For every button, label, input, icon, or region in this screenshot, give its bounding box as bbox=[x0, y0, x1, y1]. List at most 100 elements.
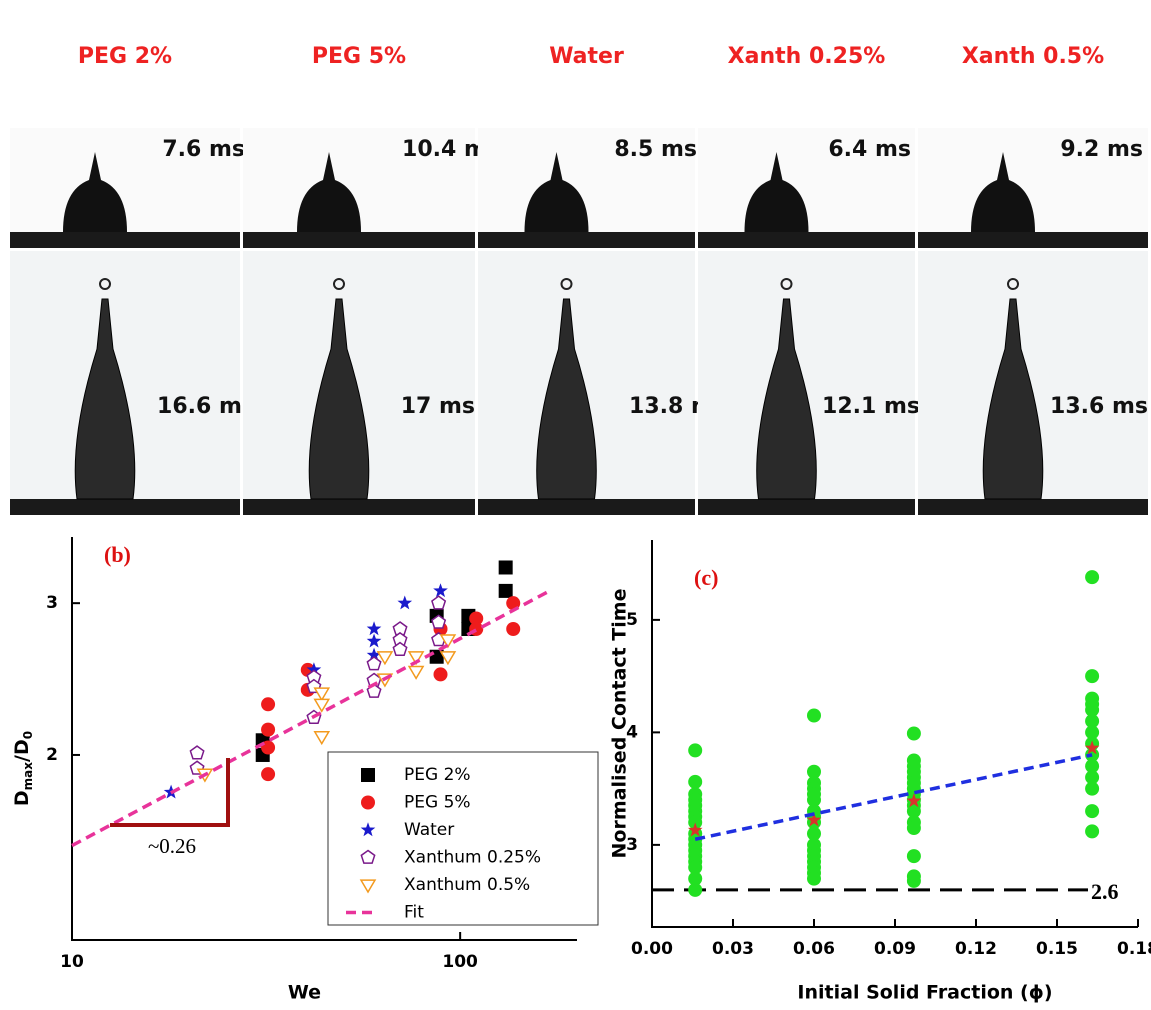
legend-swatch bbox=[360, 822, 376, 837]
y-axis-label-part: max bbox=[21, 762, 35, 791]
panel-label: Xanth 0.5% bbox=[962, 44, 1104, 69]
legend-label: Water bbox=[404, 820, 454, 840]
marker bbox=[261, 697, 276, 712]
y-tick-label: 2 bbox=[46, 745, 58, 765]
legend-label: PEG 5% bbox=[404, 793, 471, 813]
satellite bbox=[1007, 278, 1019, 290]
marker bbox=[439, 634, 457, 649]
x-axis-label: We bbox=[288, 982, 321, 1004]
marker bbox=[431, 595, 447, 610]
substrate bbox=[918, 499, 1148, 515]
marker bbox=[688, 774, 703, 789]
time-label: 9.2 ms bbox=[1060, 137, 1143, 162]
marker bbox=[1085, 804, 1100, 819]
satellite bbox=[780, 278, 793, 290]
substrate bbox=[243, 499, 475, 515]
marker bbox=[1085, 669, 1100, 684]
panel-letter: (c) bbox=[694, 565, 718, 590]
x-tick-label: 100 bbox=[442, 952, 478, 972]
fit-line bbox=[71, 589, 551, 848]
marker bbox=[906, 849, 921, 864]
droplet bbox=[524, 152, 589, 232]
substrate bbox=[243, 232, 475, 248]
marker bbox=[313, 731, 331, 746]
time-label: 7.6 ms bbox=[162, 137, 245, 162]
droplet bbox=[297, 152, 361, 232]
y-tick-label: 3 bbox=[626, 835, 638, 855]
y-tick-label: 3 bbox=[46, 593, 58, 613]
panel-label: Water bbox=[549, 44, 624, 69]
marker bbox=[906, 726, 921, 741]
marker bbox=[431, 614, 447, 629]
marker bbox=[906, 793, 922, 808]
marker bbox=[261, 722, 276, 737]
x-tick-label: 10 bbox=[60, 952, 84, 972]
legend-swatch bbox=[360, 849, 376, 864]
marker bbox=[806, 812, 822, 827]
time-label: 8.5 ms bbox=[614, 137, 697, 162]
marker bbox=[439, 651, 457, 666]
marker bbox=[407, 651, 425, 666]
marker bbox=[906, 804, 921, 819]
marker bbox=[1085, 702, 1100, 717]
marker bbox=[1085, 824, 1100, 839]
time-label: 16.6 ms bbox=[157, 394, 255, 419]
droplet bbox=[982, 298, 1044, 500]
y-axis-label: Dmax/D0 bbox=[11, 731, 35, 806]
legend-label: Xanthum 0.25% bbox=[404, 848, 541, 868]
y-axis-label-part: /D bbox=[11, 739, 33, 762]
x-tick-label: 0.06 bbox=[793, 939, 835, 959]
droplet bbox=[63, 152, 127, 232]
marker bbox=[366, 656, 382, 671]
marker bbox=[688, 743, 703, 758]
marker bbox=[407, 665, 425, 680]
marker bbox=[688, 815, 703, 830]
y-tick-label: 5 bbox=[626, 610, 638, 630]
marker bbox=[433, 583, 448, 598]
marker bbox=[1085, 759, 1100, 774]
axes bbox=[651, 540, 1138, 928]
marker bbox=[688, 882, 703, 897]
legend-swatch bbox=[359, 879, 377, 894]
marker bbox=[306, 662, 322, 677]
marker bbox=[807, 871, 821, 886]
satellite bbox=[560, 278, 573, 290]
marker bbox=[433, 667, 448, 682]
marker bbox=[807, 792, 821, 807]
droplet bbox=[971, 152, 1035, 232]
substrate bbox=[478, 232, 695, 248]
legend-swatch bbox=[361, 795, 375, 810]
marker bbox=[392, 641, 408, 657]
x-tick-label: 0.12 bbox=[955, 939, 997, 959]
panel-label: PEG 2% bbox=[78, 44, 172, 69]
marker bbox=[1085, 781, 1100, 796]
x-tick-label: 0.15 bbox=[1036, 939, 1078, 959]
time-label: 12.1 ms bbox=[822, 394, 920, 419]
substrate bbox=[478, 499, 695, 515]
substrate bbox=[698, 232, 915, 248]
marker bbox=[688, 871, 703, 886]
droplet bbox=[536, 298, 597, 500]
marker bbox=[313, 698, 331, 713]
marker bbox=[807, 764, 821, 779]
marker bbox=[397, 595, 413, 610]
marker bbox=[906, 873, 921, 888]
time-label: 6.4 ms bbox=[828, 137, 911, 162]
marker bbox=[366, 647, 382, 662]
marker bbox=[1085, 570, 1100, 585]
substrate bbox=[918, 232, 1148, 248]
marker bbox=[906, 821, 921, 835]
legend-label: PEG 2% bbox=[404, 765, 471, 785]
legend-label: Fit bbox=[404, 903, 424, 923]
x-tick-label: 0.00 bbox=[631, 939, 673, 959]
marker bbox=[469, 611, 484, 626]
panel-label: PEG 5% bbox=[312, 44, 406, 69]
marker bbox=[1085, 770, 1100, 785]
marker bbox=[261, 767, 276, 782]
marker bbox=[687, 822, 703, 837]
x-tick-label: 0.18 bbox=[1117, 939, 1151, 959]
legend-label: Xanthum 0.5% bbox=[404, 875, 530, 895]
marker bbox=[807, 708, 821, 723]
y-axis-label-part: D bbox=[11, 790, 33, 806]
